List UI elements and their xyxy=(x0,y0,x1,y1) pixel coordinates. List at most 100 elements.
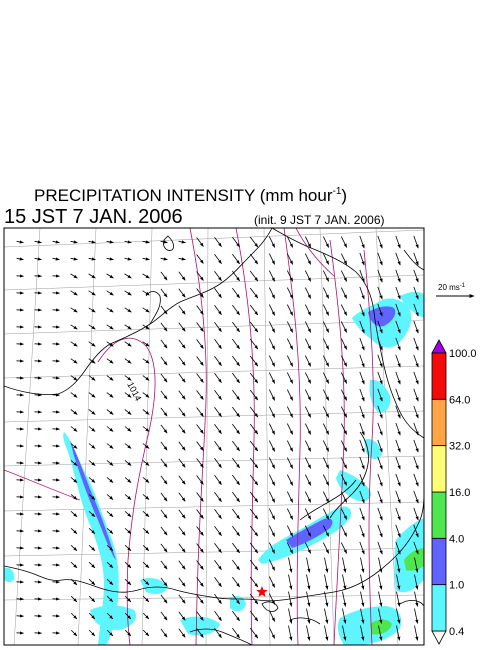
wind-arrow xyxy=(88,324,96,330)
wind-arrow xyxy=(322,491,330,503)
wind-arrow xyxy=(232,542,240,554)
wind-arrow xyxy=(322,236,330,248)
wind-arrow xyxy=(160,339,168,349)
wind-arrow xyxy=(395,405,401,419)
wind-arrow xyxy=(178,441,186,451)
wind-arrow xyxy=(124,257,132,261)
wind-arrow xyxy=(340,491,348,503)
wind-arrow xyxy=(142,578,150,586)
wind-arrow xyxy=(395,286,401,300)
wind-arrow xyxy=(413,490,419,504)
wind-arrow xyxy=(268,338,276,350)
wind-arrow xyxy=(378,591,383,607)
wind-arrow xyxy=(322,525,330,537)
wind-arrow xyxy=(70,392,78,398)
wind-arrow xyxy=(268,491,276,503)
wind-arrow xyxy=(178,257,186,261)
wind-arrow xyxy=(340,406,348,418)
colorbar-segment xyxy=(431,398,447,446)
wind-arrow xyxy=(322,440,330,452)
coastline xyxy=(399,600,424,607)
wind-arrow xyxy=(160,509,168,519)
wind-arrow xyxy=(286,287,294,299)
precipitation-area xyxy=(337,606,402,645)
wind-arrow xyxy=(196,271,204,281)
wind-arrow xyxy=(249,457,259,469)
wind-arrow xyxy=(70,257,78,261)
wind-arrow xyxy=(214,492,222,503)
wind-arrow xyxy=(304,304,312,316)
wind-arrow xyxy=(232,355,240,367)
wind-arrow xyxy=(214,237,222,248)
colorbar-segment xyxy=(431,491,447,539)
wind-arrow xyxy=(340,440,348,452)
wind-arrow xyxy=(286,457,294,469)
wind-arrow xyxy=(249,338,259,350)
wind-arrow xyxy=(232,440,240,452)
wind-arrow xyxy=(377,473,383,487)
wind-arrow xyxy=(142,528,150,534)
wind-arrow xyxy=(70,443,78,449)
wind-arrow xyxy=(160,611,168,621)
wind-arrow xyxy=(340,372,348,384)
wind-arrow xyxy=(395,337,401,351)
wind-arrow xyxy=(306,557,311,573)
colorbar-tick-label: 1.0 xyxy=(449,580,464,592)
colorbar-segment xyxy=(431,352,447,400)
wind-arrow xyxy=(196,458,204,468)
wind-arrow xyxy=(232,270,240,282)
wind-arrow xyxy=(359,490,365,504)
precipitation-area xyxy=(336,470,372,502)
wind-arrow xyxy=(377,269,383,283)
wind-arrow xyxy=(286,270,294,282)
wind-arrow xyxy=(124,511,132,517)
wind-arrow xyxy=(359,252,365,266)
wind-arrow xyxy=(286,321,294,333)
wind-arrow xyxy=(249,270,259,282)
wind-arrow xyxy=(70,545,78,551)
colorbar-segment xyxy=(431,445,447,493)
colorbar-segment xyxy=(431,584,447,632)
wind-arrow xyxy=(359,439,365,453)
init-time: (init. 9 JST 7 JAN. 2006) xyxy=(254,213,385,227)
wind-arrow xyxy=(88,307,96,313)
wind-arrow xyxy=(249,559,259,571)
wind-arrow xyxy=(88,595,96,603)
wind-arrow xyxy=(249,627,259,639)
wind-arrow xyxy=(359,388,365,402)
grid-line xyxy=(4,319,424,335)
wind-arrow xyxy=(142,595,150,603)
wind-arrow xyxy=(377,337,383,351)
wind-arrow xyxy=(340,457,348,469)
reference-vector: 20 ms-1 xyxy=(436,283,475,298)
wind-arrow xyxy=(70,290,78,296)
wind-arrow xyxy=(249,610,259,622)
wind-arrow xyxy=(124,629,132,637)
wind-arrow xyxy=(106,443,114,449)
wind-arrow xyxy=(306,608,311,624)
wind-arrow xyxy=(160,526,168,536)
wind-arrow xyxy=(88,578,96,586)
grid-line xyxy=(4,501,424,512)
wind-arrow xyxy=(340,270,348,282)
wind-arrow xyxy=(359,286,365,300)
precipitation-area xyxy=(4,567,15,583)
wind-arrow xyxy=(70,375,78,381)
wind-arrow xyxy=(178,424,186,434)
wind-arrow xyxy=(304,406,312,418)
wind-arrow xyxy=(360,608,365,624)
grid-line xyxy=(263,228,271,645)
wind-arrow xyxy=(304,474,312,486)
wind-arrow xyxy=(88,290,96,296)
wind-arrow xyxy=(214,526,222,537)
wind-arrow xyxy=(286,253,294,265)
wind-arrow xyxy=(124,443,132,449)
wind-arrow xyxy=(142,561,150,569)
wind-arrow xyxy=(268,610,276,622)
wind-arrow xyxy=(413,337,419,351)
wind-arrow xyxy=(360,557,365,573)
wind-arrow xyxy=(70,494,78,500)
wind-arrow xyxy=(268,542,276,554)
wind-arrow xyxy=(214,628,222,639)
